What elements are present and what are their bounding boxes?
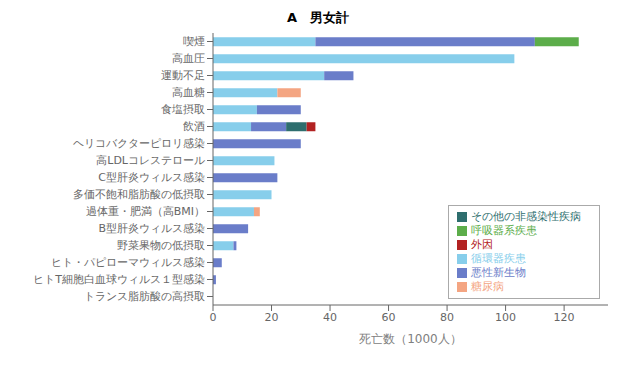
html-text:循環器疾患: 循環器疾患 xyxy=(471,252,526,265)
svg-text:運動不足: 運動不足 xyxy=(161,69,205,82)
svg-text:40: 40 xyxy=(323,311,337,324)
html-text:悪性新生物: 悪性新生物 xyxy=(471,266,526,279)
svg-text:60: 60 xyxy=(382,311,396,324)
svg-text:飲酒: 飲酒 xyxy=(183,120,205,133)
svg-text:過体重・肥満（高BMI）: 過体重・肥満（高BMI） xyxy=(86,205,205,218)
svg-text:ヒトT細胞白血球ウィルス１型感染: ヒトT細胞白血球ウィルス１型感染 xyxy=(33,273,205,286)
html-text:その他の非感染性疾病: その他の非感染性疾病 xyxy=(471,210,581,223)
html-text:糖尿病: 糖尿病 xyxy=(471,280,504,293)
svg-text:ヒト・パピローマウィルス感染: ヒト・パピローマウィルス感染 xyxy=(51,256,205,269)
svg-text:0: 0 xyxy=(210,311,217,324)
svg-text:100: 100 xyxy=(495,311,516,324)
svg-text:食塩摂取: 食塩摂取 xyxy=(161,103,205,116)
svg-text:多価不飽和脂肪酸の低摂取: 多価不飽和脂肪酸の低摂取 xyxy=(73,188,205,201)
svg-text:死亡数（1000人）: 死亡数（1000人） xyxy=(359,332,462,346)
html-text:外因: 外因 xyxy=(471,238,493,251)
html-text:呼吸器系疾患: 呼吸器系疾患 xyxy=(471,224,537,237)
svg-text:高血糖: 高血糖 xyxy=(172,86,205,99)
svg-text:トランス脂肪酸の高摂取: トランス脂肪酸の高摂取 xyxy=(84,290,205,303)
svg-text:野菜果物の低摂取: 野菜果物の低摂取 xyxy=(117,239,205,252)
svg-text:80: 80 xyxy=(440,311,454,324)
html-text:A 男女計: A 男女計 xyxy=(287,10,349,25)
svg-text:高血圧: 高血圧 xyxy=(172,52,205,65)
svg-text:高LDLコレステロール: 高LDLコレステロール xyxy=(96,154,205,167)
svg-text:20: 20 xyxy=(265,311,279,324)
svg-text:喫煙: 喫煙 xyxy=(183,35,205,48)
svg-text:ヘリコバクターピロリ感染: ヘリコバクターピロリ感染 xyxy=(73,137,205,150)
svg-text:C型肝炎ウィルス感染: C型肝炎ウィルス感染 xyxy=(98,171,205,184)
svg-text:120: 120 xyxy=(554,311,575,324)
svg-text:B型肝炎ウィルス感染: B型肝炎ウィルス感染 xyxy=(98,222,205,235)
